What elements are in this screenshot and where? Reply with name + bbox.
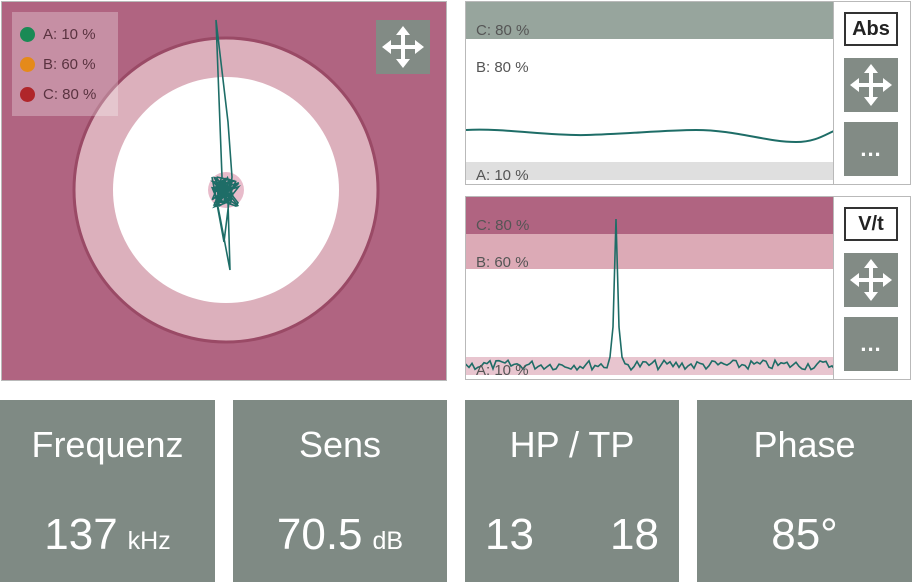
band-legend: A: 10 % B: 60 % C: 80 % xyxy=(12,12,118,116)
vt-move-button[interactable] xyxy=(844,253,898,307)
vt-band-c xyxy=(466,197,836,234)
hp-tp-tile[interactable]: HP / TP 13 18 xyxy=(465,400,679,582)
legend-item-a: A: 10 % xyxy=(20,24,96,44)
abs-chart-panel: C: 80 % B: 80 % A: 10 % Abs ... xyxy=(465,1,911,185)
frequency-title: Frequenz xyxy=(31,424,184,465)
legend-dot-c xyxy=(20,86,35,102)
vt-mode-button[interactable]: V/t xyxy=(844,207,898,241)
tp-value: 18 xyxy=(610,510,659,559)
polar-plot xyxy=(72,19,380,344)
polar-display: A: 10 % B: 60 % C: 80 % xyxy=(1,1,447,381)
sensitivity-unit: dB xyxy=(372,527,404,555)
vt-band-a-label: A: 10 % xyxy=(476,362,529,379)
sensitivity-value-row: 70.5 dB xyxy=(233,510,447,560)
abs-more-button[interactable]: ... xyxy=(844,122,898,176)
vt-side-controls: V/t ... xyxy=(833,197,910,379)
move-arrows-icon xyxy=(382,26,424,68)
abs-side-controls: Abs ... xyxy=(833,2,910,184)
abs-chart xyxy=(466,2,836,180)
abs-band-c xyxy=(466,2,836,39)
vt-band-b-label: B: 60 % xyxy=(476,254,529,271)
vt-chart-panel: C: 80 % B: 60 % A: 10 % V/t ... xyxy=(465,196,911,380)
legend-label-c: C: 80 % xyxy=(43,85,97,103)
vt-more-button[interactable]: ... xyxy=(844,317,898,371)
hp-tp-title: HP / TP xyxy=(509,424,635,465)
abs-move-button[interactable] xyxy=(844,58,898,112)
frequency-value-row: 137 kHz xyxy=(0,510,215,560)
legend-item-b: B: 60 % xyxy=(20,54,96,74)
signal-trace xyxy=(210,19,242,271)
vt-band-c-label: C: 80 % xyxy=(476,217,530,234)
vt-chart xyxy=(466,197,836,375)
abs-band-c-label: C: 80 % xyxy=(476,22,530,39)
frequency-value: 137 xyxy=(44,510,118,559)
vt-signal-line xyxy=(466,218,836,372)
legend-item-c: C: 80 % xyxy=(20,84,96,104)
sensitivity-tile[interactable]: Sens 70.5 dB xyxy=(233,400,447,582)
legend-dot-b xyxy=(20,56,35,72)
vt-band-b xyxy=(466,234,836,269)
sensitivity-title: Sens xyxy=(298,424,382,465)
legend-label-b: B: 60 % xyxy=(43,55,96,73)
phase-tile[interactable]: Phase 85° xyxy=(697,400,912,582)
abs-mode-button[interactable]: Abs xyxy=(844,12,898,46)
phase-title: Phase xyxy=(753,424,856,465)
abs-band-a-label: A: 10 % xyxy=(476,167,529,184)
hp-value: 13 xyxy=(485,510,534,559)
polar-move-button[interactable] xyxy=(376,20,430,74)
abs-signal-line xyxy=(466,128,836,144)
vt-band-a xyxy=(466,357,836,375)
legend-dot-a xyxy=(20,26,35,42)
move-arrows-icon xyxy=(850,259,892,301)
frequency-tile[interactable]: Frequenz 137 kHz xyxy=(0,400,215,582)
abs-band-a xyxy=(466,162,836,180)
move-arrows-icon xyxy=(850,64,892,106)
frequency-unit: kHz xyxy=(127,527,171,555)
legend-label-a: A: 10 % xyxy=(43,25,96,43)
abs-band-b-label: B: 80 % xyxy=(476,59,529,76)
phase-value: 85° xyxy=(771,510,838,559)
sensitivity-value: 70.5 xyxy=(276,510,363,559)
